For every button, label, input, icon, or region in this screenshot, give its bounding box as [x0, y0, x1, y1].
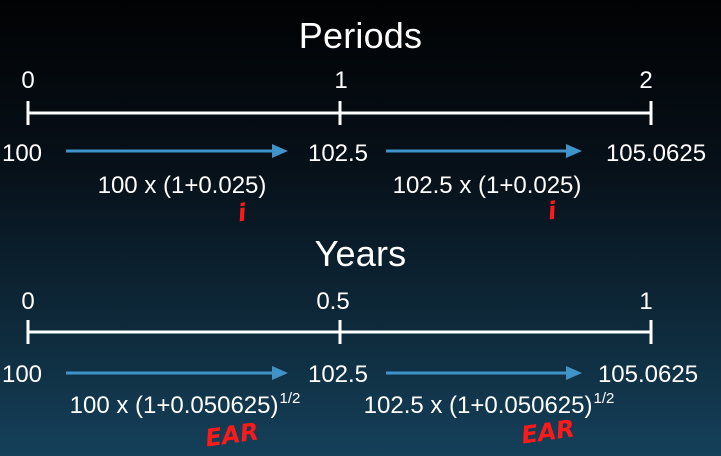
years-value-0: 100	[1, 361, 43, 388]
years-value-2: 105.0625	[597, 361, 699, 388]
periods-title: Periods	[298, 15, 423, 56]
years-formula-1: 100 x (1+0.050625)1/2	[69, 390, 301, 420]
years-tick-2: 1	[639, 288, 653, 315]
periods-section: Periods 0 1 2 100 102.5 105.0625 100 x (…	[1, 15, 707, 228]
years-tick-0: 0	[21, 288, 35, 315]
years-formula-2-exponent: 1/2	[593, 390, 615, 407]
periods-formula-1-text: 100 x (1+0.025)	[97, 172, 267, 199]
periods-value-0: 100	[1, 140, 43, 167]
years-arrow-2	[386, 366, 582, 380]
periods-value-1: 102.5	[307, 140, 369, 167]
years-timeline	[26, 320, 653, 380]
years-tick-1: 0.5	[316, 288, 350, 315]
periods-formula-2: 102.5 x (1+0.025)	[393, 172, 582, 200]
periods-arrow-1	[66, 144, 288, 158]
years-formula-1-text: 100 x (1+0.050625)	[69, 392, 279, 419]
periods-formula-2-text: 102.5 x (1+0.025)	[392, 172, 582, 199]
periods-arrow-2	[386, 144, 582, 158]
years-formula-2: 102.5 x (1+0.050625)1/2	[363, 390, 615, 420]
periods-tick-1: 1	[334, 67, 348, 94]
periods-timeline	[66, 144, 582, 158]
periods-tick-0: 0	[21, 67, 35, 94]
years-formula-2-text: 102.5 x (1+0.050625)	[363, 392, 593, 419]
periods-tick-2: 2	[639, 67, 653, 94]
periods-formula-1: 100 x (1+0.025)	[98, 172, 267, 200]
periods-value-2: 105.0625	[605, 140, 707, 167]
years-value-1: 102.5	[307, 361, 369, 388]
years-title: Years	[314, 233, 407, 274]
years-section: Years 0 0.5 1 100 102.5 105.0625 100 x (…	[0, 228, 721, 456]
years-arrow-1	[66, 366, 288, 380]
years-formula-1-exponent: 1/2	[279, 390, 301, 407]
